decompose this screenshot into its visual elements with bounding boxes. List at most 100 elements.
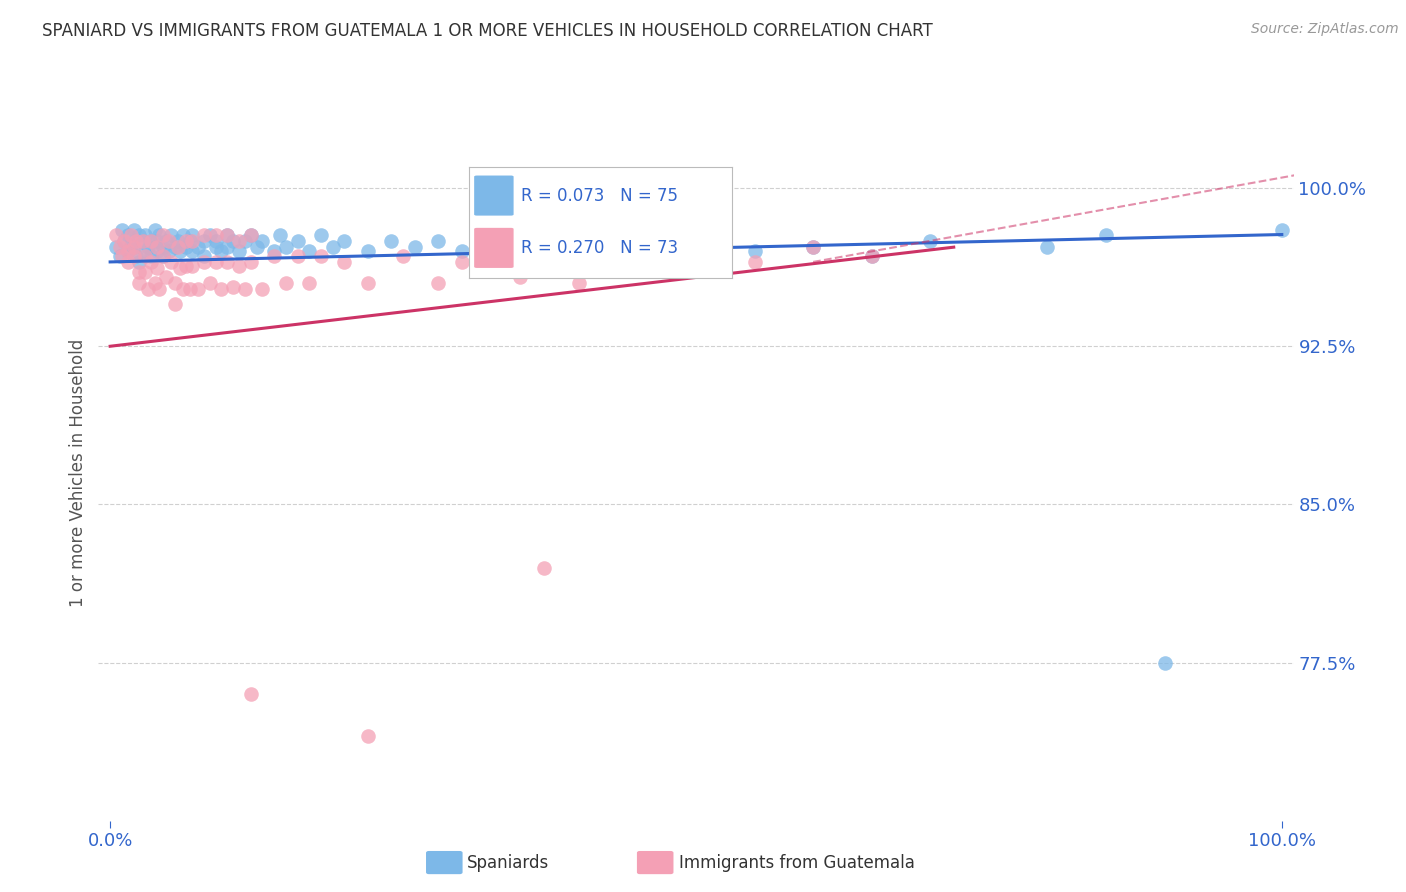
Point: [744, 244, 766, 259]
Point: [298, 276, 321, 290]
Point: [152, 249, 174, 263]
Point: [112, 234, 135, 248]
Point: [198, 227, 221, 242]
Text: R = 0.073   N = 75: R = 0.073 N = 75: [522, 186, 679, 204]
Point: [169, 261, 191, 276]
Point: [146, 244, 169, 259]
Point: [450, 255, 472, 269]
Point: [141, 234, 163, 248]
Point: [128, 276, 150, 290]
Point: [152, 227, 174, 242]
Point: [160, 227, 183, 242]
Point: [1095, 227, 1118, 242]
Point: [193, 227, 215, 242]
Point: [744, 255, 766, 269]
Text: SPANIARD VS IMMIGRANTS FROM GUATEMALA 1 OR MORE VEHICLES IN HOUSEHOLD CORRELATIO: SPANIARD VS IMMIGRANTS FROM GUATEMALA 1 …: [42, 22, 934, 40]
Point: [217, 255, 239, 269]
Point: [333, 234, 356, 248]
Point: [111, 223, 134, 237]
Point: [357, 729, 380, 743]
Point: [134, 265, 156, 279]
Point: [141, 249, 163, 263]
Point: [148, 227, 170, 242]
Point: [568, 240, 591, 254]
Point: [174, 259, 197, 273]
Point: [685, 244, 707, 259]
Point: [108, 240, 131, 254]
Point: [204, 234, 226, 248]
Point: [533, 560, 555, 574]
Point: [204, 240, 226, 254]
Point: [211, 244, 233, 259]
Point: [122, 240, 145, 254]
Point: [125, 249, 148, 263]
Point: [117, 227, 139, 242]
Point: [120, 227, 142, 242]
Point: [309, 227, 332, 242]
Point: [134, 227, 156, 242]
Point: [134, 244, 156, 259]
Point: [357, 244, 380, 259]
Point: [125, 234, 148, 248]
Point: [193, 255, 215, 269]
Point: [392, 249, 415, 263]
Point: [217, 227, 239, 242]
Point: [860, 249, 883, 263]
Point: [233, 282, 256, 296]
Point: [211, 282, 233, 296]
Point: [274, 276, 297, 290]
Point: [1036, 240, 1059, 254]
Point: [163, 297, 186, 311]
Point: [204, 227, 226, 242]
Point: [217, 240, 239, 254]
Point: [246, 240, 269, 254]
Point: [117, 255, 139, 269]
Point: [136, 282, 159, 296]
Point: [860, 249, 883, 263]
Point: [141, 255, 163, 269]
Point: [128, 265, 150, 279]
Point: [117, 244, 139, 259]
Point: [169, 244, 191, 259]
Point: [239, 255, 262, 269]
Point: [122, 223, 145, 237]
Point: [132, 234, 155, 248]
Point: [427, 234, 450, 248]
Point: [120, 238, 142, 252]
Point: [108, 249, 131, 263]
Point: [174, 234, 197, 248]
Point: [287, 249, 309, 263]
Point: [427, 276, 450, 290]
Point: [172, 227, 194, 242]
Point: [122, 240, 145, 254]
Point: [309, 249, 332, 263]
Point: [167, 234, 190, 248]
Point: [155, 269, 177, 284]
Point: [509, 269, 531, 284]
Point: [122, 249, 145, 263]
Point: [187, 240, 209, 254]
Point: [181, 234, 204, 248]
Point: [685, 255, 707, 269]
Point: [152, 240, 174, 254]
Point: [157, 234, 180, 248]
Point: [274, 240, 297, 254]
Point: [509, 234, 531, 248]
Point: [141, 234, 163, 248]
Point: [193, 249, 215, 263]
Point: [136, 240, 159, 254]
Point: [128, 255, 150, 269]
Point: [198, 276, 221, 290]
Point: [217, 227, 239, 242]
Point: [233, 234, 256, 248]
Point: [626, 255, 648, 269]
Point: [143, 223, 166, 237]
Point: [626, 234, 648, 248]
Point: [163, 276, 186, 290]
FancyBboxPatch shape: [474, 227, 513, 268]
Point: [239, 227, 262, 242]
Point: [105, 227, 128, 242]
Point: [167, 240, 190, 254]
Point: [404, 240, 426, 254]
Point: [174, 240, 197, 254]
